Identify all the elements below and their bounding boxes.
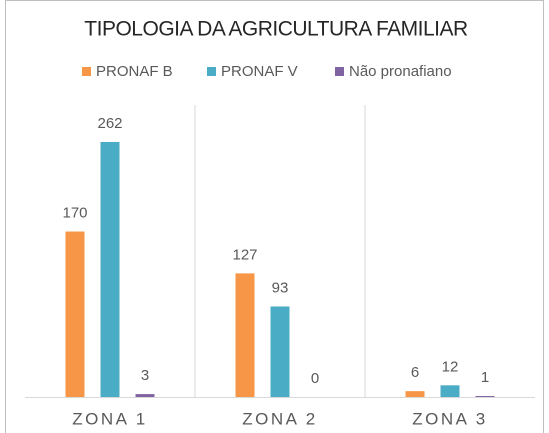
bar — [270, 306, 290, 397]
bar — [100, 141, 120, 397]
bar — [475, 396, 495, 397]
data-label: 0 — [311, 370, 319, 387]
x-tick-label: ZONA 2 — [242, 409, 317, 428]
x-tick-label: ZONA 3 — [412, 409, 487, 428]
data-label: 93 — [272, 279, 289, 296]
data-label: 12 — [442, 358, 459, 375]
legend-swatch — [207, 67, 216, 76]
bar — [440, 385, 460, 397]
data-label: 3 — [141, 367, 149, 384]
legend-swatch — [335, 67, 344, 76]
legend-swatch — [82, 67, 91, 76]
legend-label: Não pronafiano — [349, 63, 452, 80]
legend-label: PRONAF V — [221, 63, 298, 80]
legend-label: PRONAF B — [96, 63, 173, 80]
x-tick-label: ZONA 1 — [72, 409, 147, 428]
data-label: 262 — [97, 115, 122, 132]
bar — [135, 394, 155, 397]
data-label: 6 — [411, 364, 419, 381]
data-label: 127 — [232, 246, 257, 263]
bar — [235, 273, 255, 397]
bar — [65, 231, 85, 397]
bar — [405, 391, 425, 397]
data-label: 1 — [481, 369, 489, 386]
data-label: 170 — [62, 205, 87, 222]
chart-title: TIPOLOGIA DA AGRICULTURA FAMILIAR — [84, 18, 468, 41]
